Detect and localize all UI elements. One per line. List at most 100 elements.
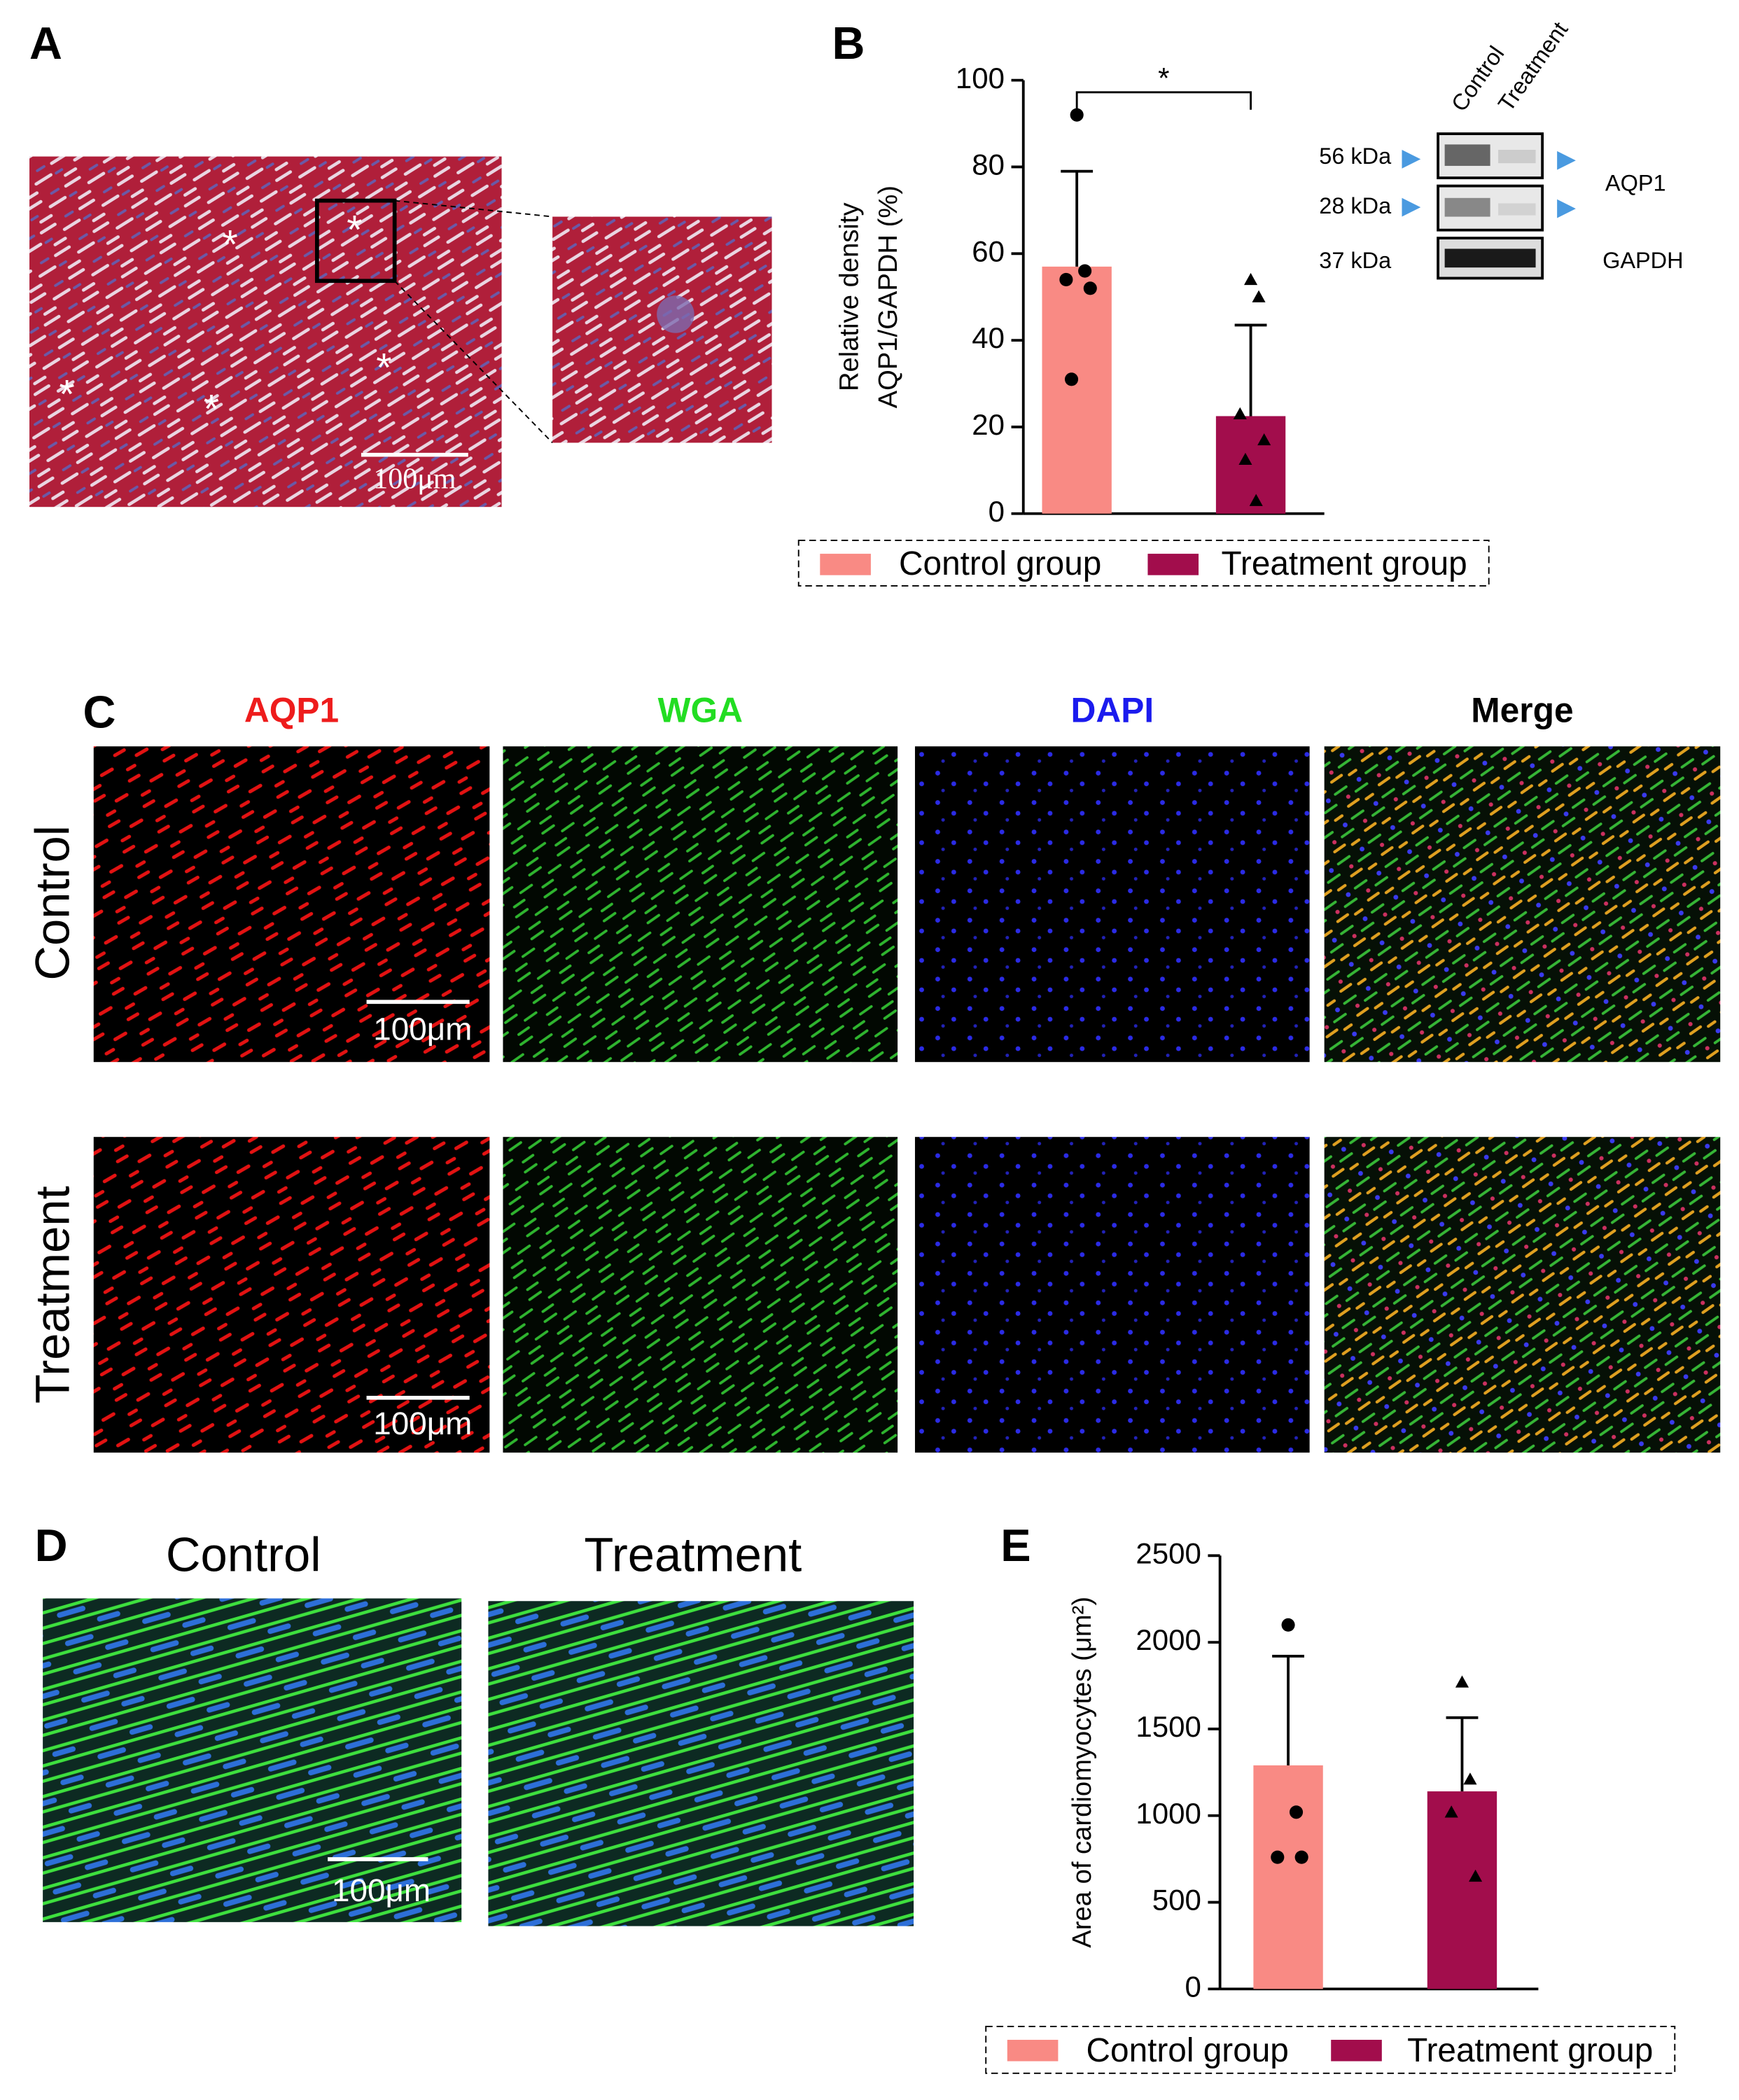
- asterisk: *: [376, 345, 391, 390]
- channel-label: DAPI: [1070, 691, 1154, 730]
- row-label: Treatment: [25, 1186, 79, 1404]
- blot-band: [1444, 144, 1490, 166]
- data-point: [1233, 407, 1247, 420]
- channel-label: AQP1: [244, 691, 339, 730]
- y-tick-label: 2000: [1136, 1623, 1201, 1656]
- data-point: [1289, 1805, 1304, 1819]
- blot-band: [1498, 203, 1536, 216]
- fluorescence-image: [1324, 746, 1721, 1063]
- histology-image: [29, 156, 502, 507]
- channel-label: WGA: [658, 691, 743, 730]
- wga-image: [488, 1601, 914, 1926]
- y-tick-label: 20: [972, 408, 1005, 441]
- protein-label: GAPDH: [1602, 248, 1683, 273]
- blot-arrows: [1402, 150, 1576, 218]
- blot-band: [1444, 248, 1536, 268]
- legend-label: Treatment group: [1407, 2032, 1653, 2069]
- fluorescence-image: [503, 1137, 898, 1453]
- asterisk: *: [59, 372, 74, 417]
- zoom-detail: [657, 295, 694, 333]
- legend-label: Control group: [899, 545, 1101, 582]
- legend-swatch: [1331, 2040, 1382, 2062]
- scale-bar-label: 100μm: [332, 1872, 431, 1908]
- western-blot: [1402, 132, 1576, 280]
- data-point: [1249, 493, 1263, 506]
- legend-box: [797, 540, 1490, 587]
- data-point: [1444, 1805, 1458, 1818]
- y-axis-label: Area of cardiomyocytes (μm²): [1067, 1597, 1097, 1948]
- legend-label: Control group: [1087, 2032, 1289, 2069]
- y-tick-label: 40: [972, 321, 1005, 354]
- data-point: [1064, 372, 1079, 386]
- wga-image: [43, 1598, 462, 1922]
- bar: [1042, 266, 1112, 514]
- legend-swatch: [820, 554, 871, 575]
- data-point: [1244, 272, 1258, 286]
- marker-label: 56 kDa: [1319, 144, 1392, 169]
- panel-label: E: [1000, 1520, 1031, 1571]
- data-point: [1252, 290, 1266, 302]
- scale-bar-label: 100μm: [373, 1010, 472, 1046]
- data-point: [1059, 272, 1073, 286]
- column-label: Control: [166, 1527, 321, 1581]
- y-tick-label: 1500: [1136, 1710, 1201, 1743]
- error-bar: [1061, 169, 1094, 267]
- panel-label: D: [35, 1520, 68, 1571]
- data-point: [1070, 108, 1084, 122]
- fluorescence-image: [1324, 1137, 1721, 1453]
- column-label: Treatment: [584, 1527, 802, 1581]
- data-point: [1078, 264, 1092, 278]
- y-axis-label: AQP1/GAPDH (%): [873, 186, 903, 408]
- fluorescence-images: [93, 746, 1721, 1453]
- protein-label: AQP1: [1605, 170, 1666, 195]
- row-label: Control: [25, 825, 79, 981]
- asterisk: *: [347, 208, 362, 253]
- error-bar: [1446, 1716, 1479, 1792]
- bar: [1253, 1765, 1323, 1989]
- asterisk: *: [204, 387, 219, 432]
- fluorescence-image: [93, 1137, 490, 1453]
- zoom-lines: [393, 200, 553, 444]
- y-tick-label: 500: [1152, 1884, 1201, 1917]
- zoom-image: [552, 216, 772, 443]
- data-point: [1294, 1850, 1308, 1864]
- lane-label: Treatment: [1493, 18, 1573, 116]
- data-point: [1238, 452, 1252, 465]
- asterisk: *: [222, 223, 237, 267]
- data-point: [1281, 1618, 1295, 1632]
- y-tick-label: 0: [989, 495, 1005, 528]
- data-point: [1469, 1869, 1483, 1882]
- marker-label: 28 kDa: [1319, 193, 1392, 218]
- y-tick-label: 0: [1185, 1970, 1201, 2003]
- y-tick-label: 80: [972, 148, 1005, 181]
- error-bar: [1234, 323, 1267, 416]
- bar: [1215, 416, 1286, 514]
- data-point: [1257, 433, 1271, 446]
- legend-label: Treatment group: [1222, 545, 1467, 582]
- fluorescence-image: [914, 746, 1310, 1063]
- error-bar: [1272, 1655, 1304, 1765]
- scale-bar-label: 100μm: [373, 463, 456, 496]
- panel-label: B: [832, 18, 865, 69]
- legend-box: [985, 2025, 1676, 2074]
- zoom-box: [314, 198, 397, 284]
- blot-band: [1498, 150, 1536, 164]
- blot-band: [1444, 197, 1490, 217]
- legend-swatch: [1147, 554, 1199, 575]
- fluorescence-image: [503, 746, 898, 1063]
- data-point: [1463, 1772, 1477, 1785]
- y-tick-label: 2500: [1136, 1536, 1201, 1569]
- marker-label: 37 kDa: [1319, 248, 1392, 273]
- bar: [1427, 1791, 1497, 1989]
- scale-bar-label: 100μm: [373, 1405, 472, 1441]
- fluorescence-image: [93, 746, 490, 1063]
- data-point: [1455, 1675, 1469, 1688]
- channel-label: Merge: [1471, 691, 1573, 730]
- y-axis-label: Relative density: [834, 202, 864, 391]
- significance-bracket: [1075, 91, 1252, 110]
- y-tick-label: 100: [956, 62, 1005, 94]
- panel-label: C: [83, 686, 116, 737]
- fluorescence-image: [914, 1137, 1310, 1453]
